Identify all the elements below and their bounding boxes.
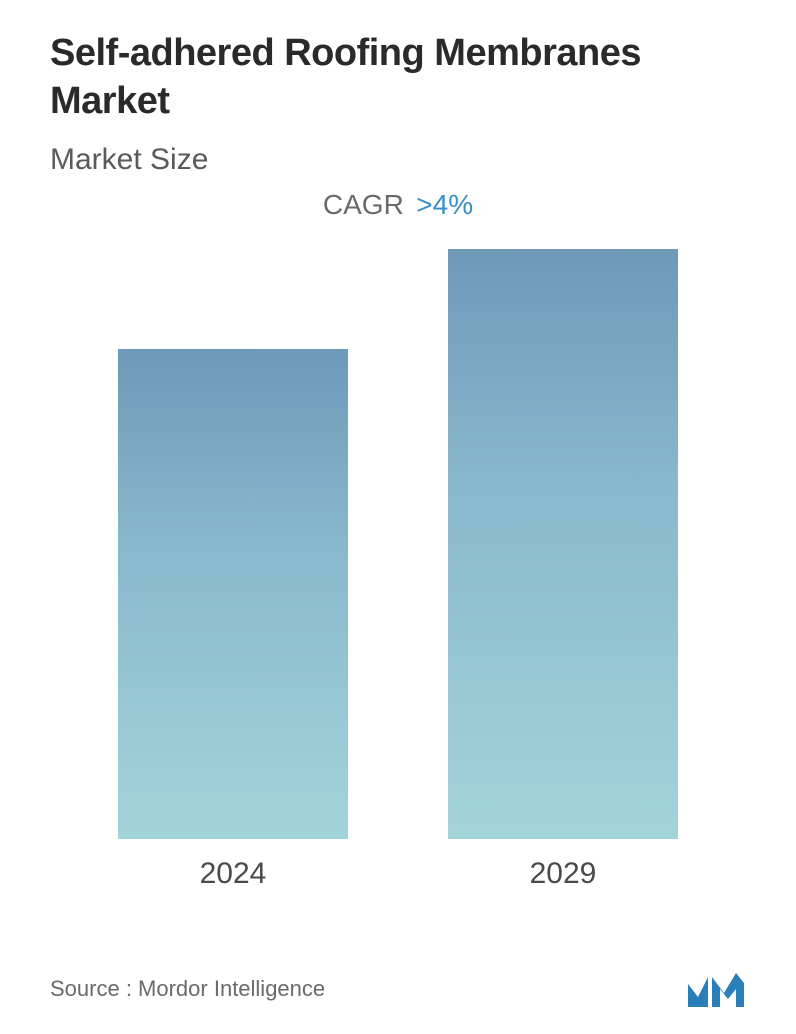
bar-label: 2029 [530, 857, 597, 891]
cagr-label: CAGR [323, 189, 404, 220]
bar-chart: 2024 2029 [50, 251, 746, 891]
chart-title: Self-adhered Roofing Membranes Market [50, 30, 746, 125]
bar-label: 2024 [200, 857, 267, 891]
cagr-row: CAGR >4% [50, 189, 746, 221]
bar-2029 [448, 249, 678, 839]
brand-logo-icon [686, 969, 746, 1009]
source-text: Source : Mordor Intelligence [50, 976, 325, 1002]
bar-2024 [118, 349, 348, 839]
chart-subtitle: Market Size [50, 143, 746, 177]
cagr-value: >4% [416, 189, 473, 220]
bar-group: 2024 [118, 349, 348, 891]
bar-group: 2029 [448, 249, 678, 891]
chart-footer: Source : Mordor Intelligence [50, 969, 746, 1009]
